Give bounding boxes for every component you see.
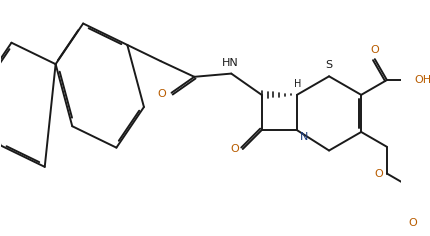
Text: HN: HN — [222, 58, 239, 68]
Text: O: O — [371, 45, 379, 55]
Text: O: O — [158, 89, 166, 99]
Text: O: O — [230, 144, 240, 154]
Text: O: O — [374, 169, 383, 178]
Text: N: N — [300, 132, 309, 142]
Text: O: O — [409, 218, 418, 228]
Text: S: S — [326, 60, 333, 70]
Text: H: H — [295, 79, 302, 89]
Text: OH: OH — [415, 75, 430, 85]
